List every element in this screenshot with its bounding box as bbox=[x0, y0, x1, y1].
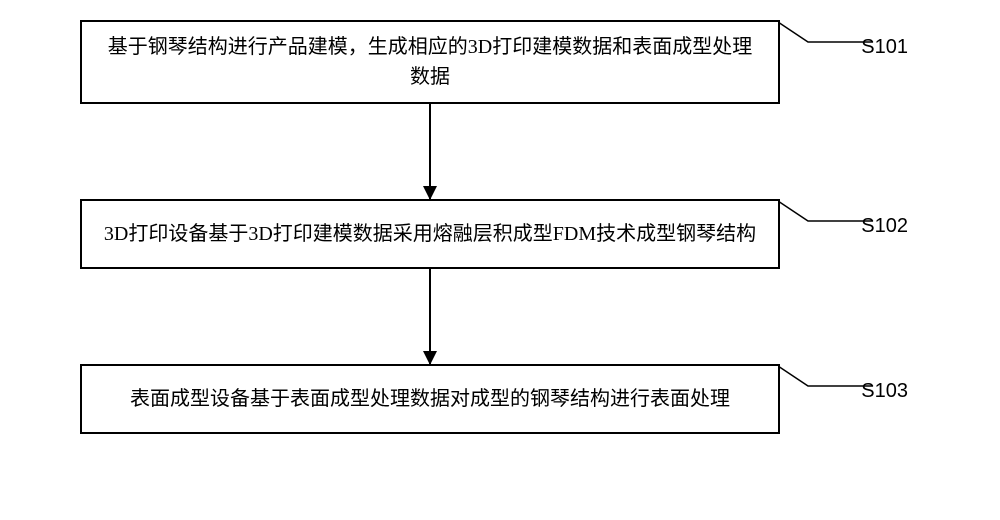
step-box-s103: 表面成型设备基于表面成型处理数据对成型的钢琴结构进行表面处理 S103 bbox=[80, 364, 780, 434]
leader-line bbox=[778, 366, 873, 388]
leader-line bbox=[778, 201, 873, 223]
step-row: 表面成型设备基于表面成型处理数据对成型的钢琴结构进行表面处理 S103 bbox=[80, 364, 920, 434]
step-row: 基于钢琴结构进行产品建模，生成相应的3D打印建模数据和表面成型处理数据 S101 bbox=[80, 20, 920, 104]
leader-line bbox=[778, 22, 873, 44]
arrow-1 bbox=[80, 104, 780, 199]
flowchart-container: 基于钢琴结构进行产品建模，生成相应的3D打印建模数据和表面成型处理数据 S101… bbox=[80, 20, 920, 434]
arrow-2 bbox=[80, 269, 780, 364]
step-text: 表面成型设备基于表面成型处理数据对成型的钢琴结构进行表面处理 bbox=[130, 384, 730, 414]
step-text: 3D打印设备基于3D打印建模数据采用熔融层积成型FDM技术成型钢琴结构 bbox=[104, 219, 756, 249]
step-row: 3D打印设备基于3D打印建模数据采用熔融层积成型FDM技术成型钢琴结构 S102 bbox=[80, 199, 920, 269]
step-box-s101: 基于钢琴结构进行产品建模，生成相应的3D打印建模数据和表面成型处理数据 S101 bbox=[80, 20, 780, 104]
step-box-s102: 3D打印设备基于3D打印建模数据采用熔融层积成型FDM技术成型钢琴结构 S102 bbox=[80, 199, 780, 269]
step-label-s102: S102 bbox=[861, 211, 908, 241]
step-label-s101: S101 bbox=[861, 32, 908, 62]
step-label-s103: S103 bbox=[861, 376, 908, 406]
step-text: 基于钢琴结构进行产品建模，生成相应的3D打印建模数据和表面成型处理数据 bbox=[102, 32, 758, 92]
